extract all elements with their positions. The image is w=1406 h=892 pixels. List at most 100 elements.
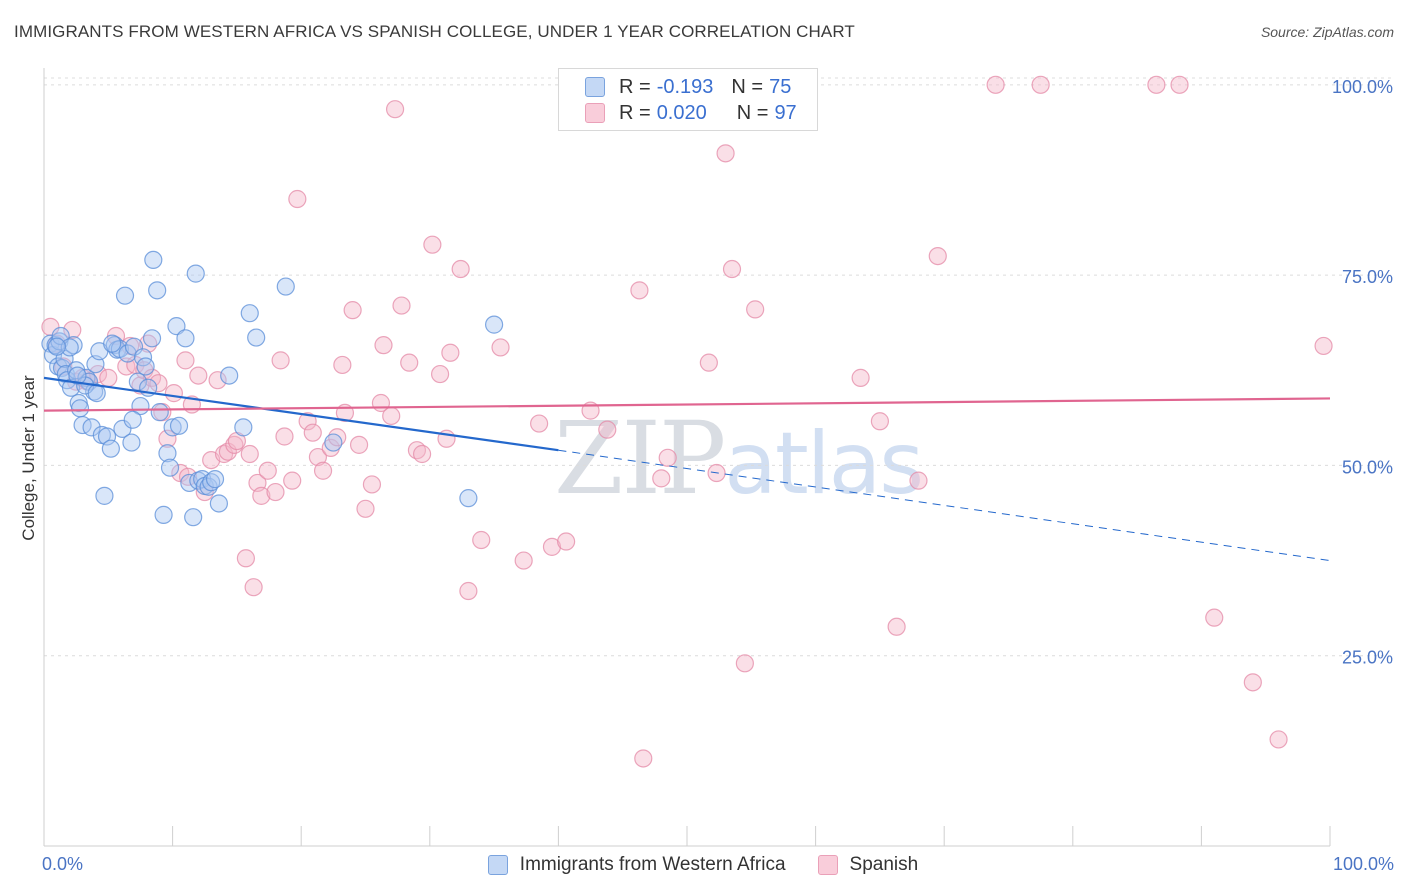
point-pink-34	[240, 444, 259, 464]
grid-lines	[44, 77, 1392, 657]
point-pink-37	[252, 486, 271, 505]
point-blue-41	[150, 403, 169, 422]
point-pink-3	[63, 320, 82, 340]
point-blue-29	[115, 286, 135, 305]
point-pink-73	[530, 414, 549, 433]
point-pink-44	[298, 412, 317, 431]
point-pink-80	[652, 469, 671, 488]
series-legend: Immigrants from Western Africa Spanish	[0, 852, 1406, 878]
point-blue-44	[160, 458, 180, 477]
point-pink-90	[887, 617, 906, 636]
point-blue-65	[459, 489, 478, 508]
point-pink-8	[99, 368, 118, 387]
point-pink-87	[746, 300, 765, 319]
point-pink-93	[986, 75, 1005, 94]
point-blue-72	[47, 337, 66, 356]
point-pink-43	[288, 189, 307, 209]
point-blue-40	[148, 281, 167, 300]
point-pink-91	[909, 471, 928, 490]
legend-item-western-africa[interactable]: Immigrants from Western Africa	[487, 854, 786, 876]
point-blue-73	[68, 366, 87, 385]
point-pink-64	[423, 235, 442, 254]
point-pink-79	[634, 749, 653, 768]
point-pink-38	[258, 461, 277, 480]
legend-swatch-blue	[487, 855, 508, 875]
point-blue-61	[240, 304, 259, 323]
legend-item-spanish[interactable]: Spanish	[817, 854, 918, 876]
point-blue-50	[184, 508, 203, 527]
correlation-legend: R = -0.193 N = 75 R = 0.020 N = 97	[558, 68, 818, 131]
point-blue-66	[485, 315, 504, 334]
legend-r-value-pink: 0.020	[656, 101, 707, 124]
point-pink-74	[542, 537, 562, 556]
point-pink-70	[472, 530, 491, 550]
point-pink-89	[870, 412, 890, 431]
point-pink-58	[382, 406, 401, 426]
point-blue-28	[113, 419, 132, 438]
point-pink-84	[716, 144, 735, 163]
point-pink-50	[333, 355, 352, 375]
legend-r-label: R =	[619, 75, 651, 98]
trend-lines	[43, 376, 1331, 562]
trend-line-blue-extension	[558, 449, 1331, 562]
trend-line-blue	[43, 376, 559, 452]
point-pink-78	[630, 281, 649, 300]
legend-swatch-pink	[585, 103, 605, 123]
legend-n-value-blue: 75	[769, 75, 792, 98]
legend-r-label: R =	[619, 101, 651, 124]
chart-title: IMMIGRANTS FROM WESTERN AFRICA VS SPANIS…	[14, 22, 855, 41]
point-pink-96	[1170, 75, 1189, 94]
point-pink-53	[349, 435, 369, 454]
point-pink-33	[236, 549, 256, 568]
point-pink-69	[459, 581, 478, 601]
legend-swatch-blue	[585, 77, 605, 97]
point-pink-47	[313, 461, 333, 480]
y-tick-label-1: 50.0%	[1342, 457, 1393, 477]
point-pink-72	[514, 551, 533, 570]
point-pink-77	[598, 420, 617, 439]
x-tick-label-1: 100.0%	[1333, 854, 1394, 874]
spanish-points	[41, 75, 1333, 768]
point-pink-92	[928, 246, 947, 266]
point-pink-67	[441, 343, 460, 362]
point-pink-61	[400, 353, 419, 372]
point-pink-81	[658, 448, 677, 467]
point-pink-82	[699, 353, 718, 372]
point-blue-39	[144, 250, 163, 270]
legend-n-label: N =	[731, 75, 764, 98]
point-pink-100	[1314, 336, 1333, 356]
point-pink-10	[117, 357, 136, 376]
point-pink-17	[149, 374, 168, 393]
point-blue-7	[56, 364, 75, 384]
legend-label-western-africa: Immigrants from Western Africa	[519, 854, 786, 875]
point-pink-54	[356, 499, 375, 518]
point-pink-28	[208, 371, 227, 390]
legend-row-blue: R = -0.193 N = 75	[585, 74, 791, 100]
point-pink-60	[392, 296, 411, 315]
x-tick-label-0: 0.0%	[42, 854, 83, 874]
point-blue-36	[136, 357, 155, 376]
point-blue-51	[186, 264, 205, 283]
point-pink-57	[374, 336, 393, 355]
point-blue-48	[176, 329, 195, 348]
point-blue-30	[118, 344, 137, 363]
legend-r-value-blue: -0.193	[656, 75, 714, 98]
point-pink-55	[362, 475, 382, 494]
tick-labels: 25.0% 50.0% 75.0% 100.0% 0.0% 100.0%	[42, 77, 1394, 874]
point-blue-59	[220, 366, 239, 385]
point-pink-23	[178, 467, 198, 486]
legend-n-value-pink: 97	[774, 101, 797, 124]
point-pink-22	[176, 351, 195, 370]
y-tick-label-3: 100.0%	[1332, 77, 1393, 97]
point-pink-75	[557, 532, 576, 551]
point-pink-95	[1147, 75, 1166, 94]
point-pink-52	[343, 301, 362, 320]
point-blue-74	[103, 334, 122, 353]
point-blue-57	[205, 470, 225, 489]
point-blue-58	[209, 494, 228, 513]
legend-row-pink: R = 0.020 N = 97	[585, 100, 797, 126]
chart-source: Source: ZipAtlas.com	[1260, 24, 1394, 40]
point-blue-71	[123, 410, 142, 429]
legend-n-label: N =	[736, 101, 769, 124]
